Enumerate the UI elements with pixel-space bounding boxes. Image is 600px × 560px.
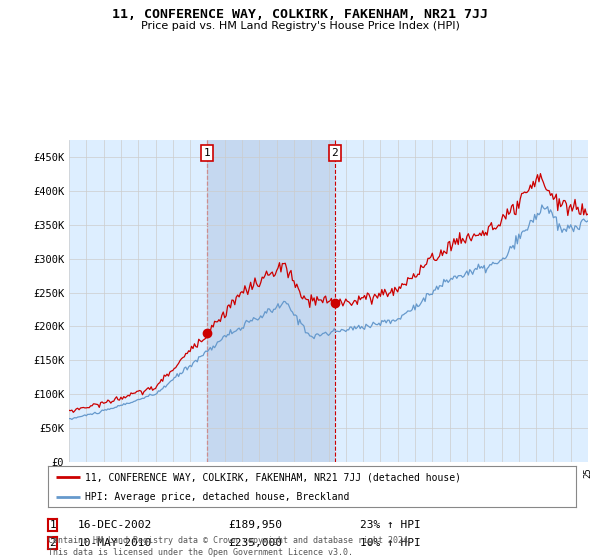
Text: £189,950: £189,950 (228, 520, 282, 530)
Text: Contains HM Land Registry data © Crown copyright and database right 2024.
This d: Contains HM Land Registry data © Crown c… (48, 536, 413, 557)
Text: 11, CONFERENCE WAY, COLKIRK, FAKENHAM, NR21 7JJ (detached house): 11, CONFERENCE WAY, COLKIRK, FAKENHAM, N… (85, 473, 461, 482)
Text: 10-MAY-2010: 10-MAY-2010 (78, 538, 152, 548)
Text: 2: 2 (332, 148, 338, 158)
Text: 1: 1 (49, 520, 56, 530)
Text: HPI: Average price, detached house, Breckland: HPI: Average price, detached house, Brec… (85, 492, 349, 502)
Text: 16-DEC-2002: 16-DEC-2002 (78, 520, 152, 530)
Text: 11, CONFERENCE WAY, COLKIRK, FAKENHAM, NR21 7JJ: 11, CONFERENCE WAY, COLKIRK, FAKENHAM, N… (112, 8, 488, 21)
Text: 1: 1 (203, 148, 210, 158)
Text: 2: 2 (49, 538, 56, 548)
Text: £235,000: £235,000 (228, 538, 282, 548)
Text: Price paid vs. HM Land Registry's House Price Index (HPI): Price paid vs. HM Land Registry's House … (140, 21, 460, 31)
Text: 10% ↑ HPI: 10% ↑ HPI (360, 538, 421, 548)
Text: 23% ↑ HPI: 23% ↑ HPI (360, 520, 421, 530)
Bar (206, 140, 335, 462)
